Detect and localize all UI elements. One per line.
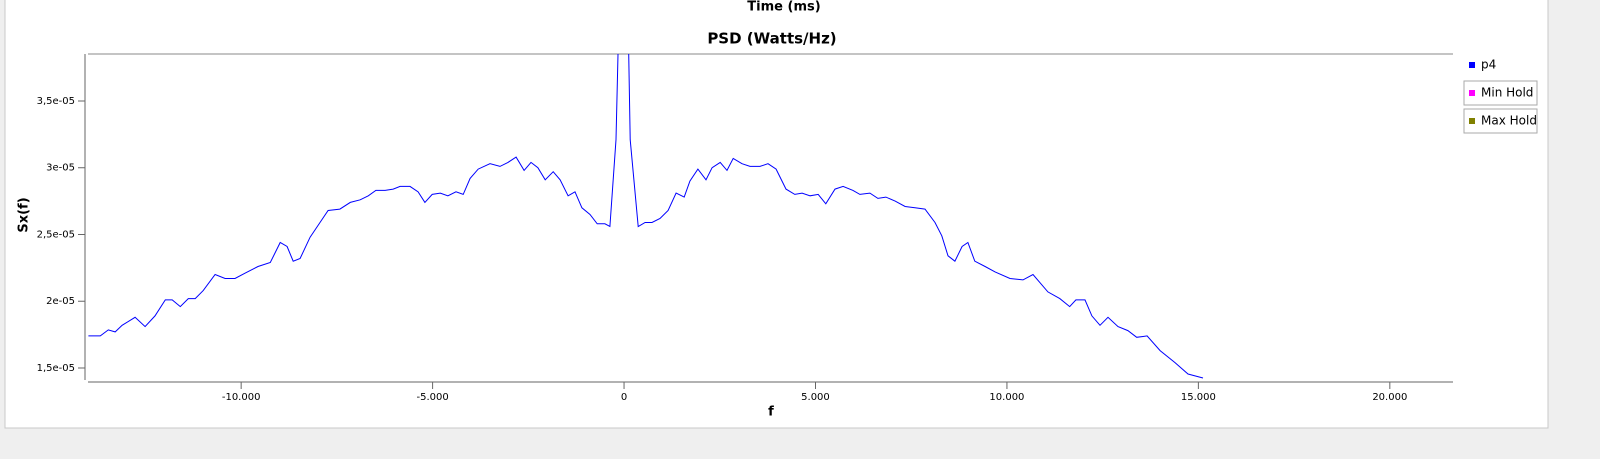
y-tick-label: 3,5e-05 xyxy=(37,96,75,107)
y-tick-label: 3e-05 xyxy=(46,163,75,174)
legend-label: Min Hold xyxy=(1481,86,1533,100)
x-axis-label: f xyxy=(768,405,774,420)
x-tick-label: -5.000 xyxy=(416,392,448,403)
y-tick-label: 2e-05 xyxy=(46,296,75,307)
legend-swatch xyxy=(1469,62,1475,68)
legend-frame xyxy=(1463,108,1538,134)
y-tick-label: 2,5e-05 xyxy=(37,229,75,240)
legend-swatch xyxy=(1469,118,1475,124)
x-tick-label: 10.000 xyxy=(989,392,1024,403)
x-tick-label: 20.000 xyxy=(1372,392,1407,403)
legend-label: p4 xyxy=(1481,58,1496,72)
x-tick-label: 15.000 xyxy=(1181,392,1216,403)
y-tick-label: 1,5e-05 xyxy=(37,363,75,374)
x-tick-label: -10.000 xyxy=(222,392,261,403)
legend-label: Max Hold xyxy=(1481,114,1537,128)
plot-area xyxy=(88,54,1204,379)
x-tick-label: 5.000 xyxy=(801,392,830,403)
y-axis-label: Sx(f) xyxy=(17,197,32,232)
legend-frame xyxy=(1463,80,1538,106)
header-text: Time (ms) xyxy=(747,0,820,15)
plot-panel xyxy=(4,0,1549,429)
x-tick-label: 0 xyxy=(621,392,627,403)
legend-swatch xyxy=(1469,90,1475,96)
chart-title: PSD (Watts/Hz) xyxy=(707,30,836,48)
series-line xyxy=(88,54,1204,379)
